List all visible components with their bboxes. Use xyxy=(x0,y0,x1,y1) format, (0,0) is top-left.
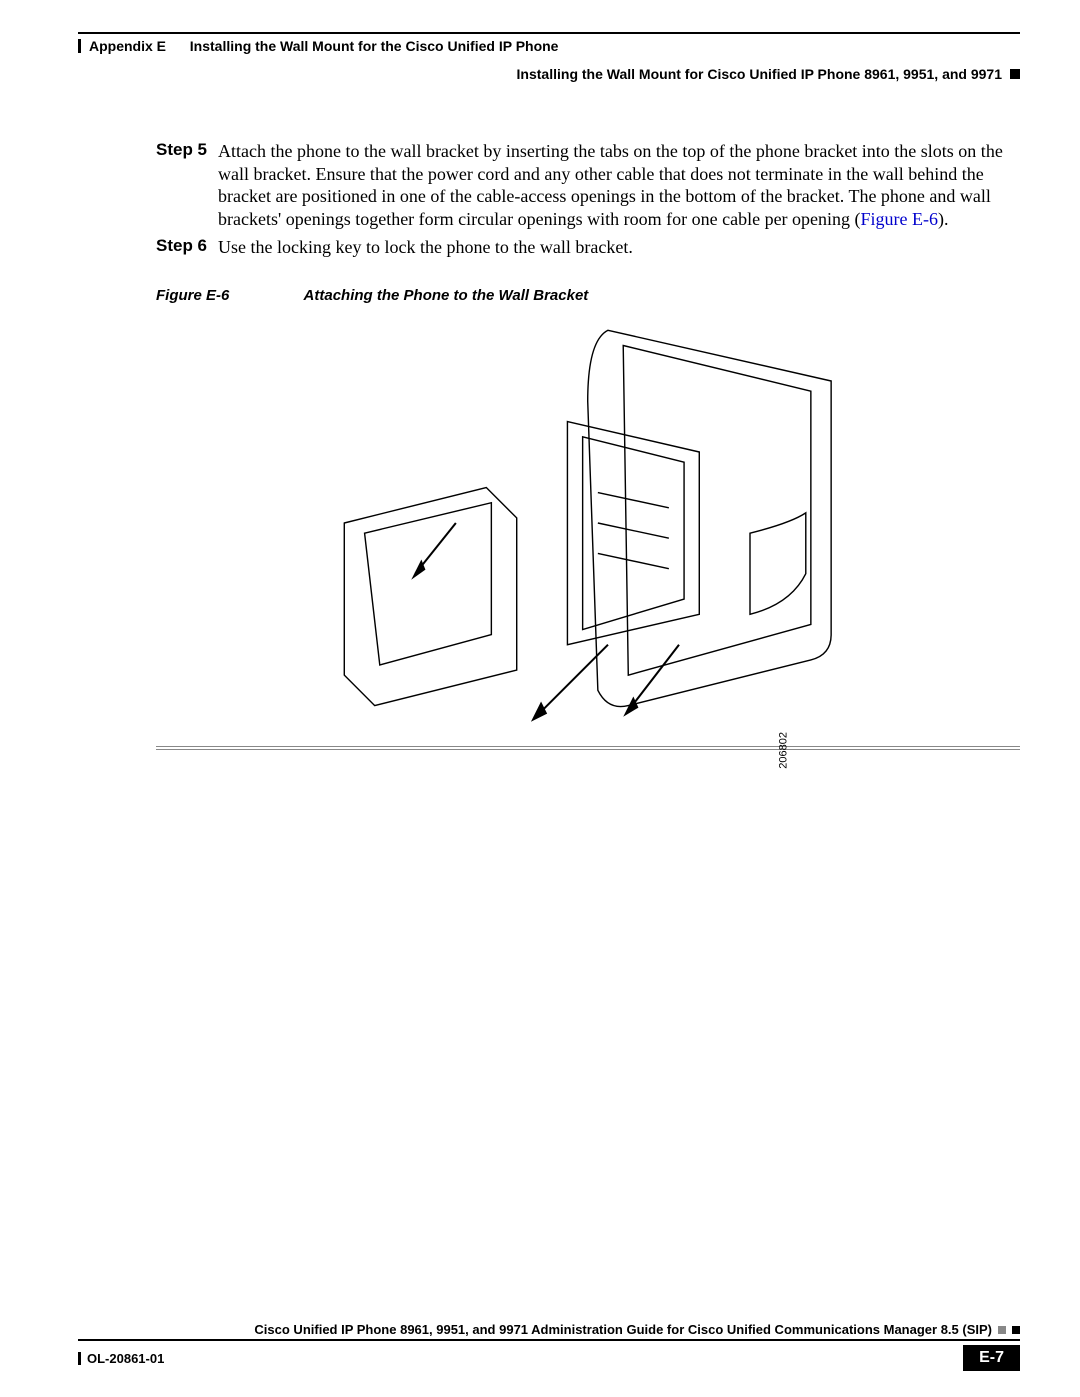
figure-caption: Figure E-6 Attaching the Phone to the Wa… xyxy=(156,287,1020,304)
appendix-title: Installing the Wall Mount for the Cisco … xyxy=(190,38,559,54)
guide-title: Cisco Unified IP Phone 8961, 9951, and 9… xyxy=(254,1322,992,1337)
step-text-pre: Use the locking key to lock the phone to… xyxy=(218,237,633,257)
figure-link[interactable]: Figure E-6 xyxy=(861,209,938,229)
square-marker-icon xyxy=(998,1326,1006,1334)
figure-area: 206802 xyxy=(156,310,1020,750)
footer-left: OL-20861-01 xyxy=(78,1351,164,1366)
step-label: Step 5 xyxy=(78,140,218,230)
page-header-rule: Appendix E Installing the Wall Mount for… xyxy=(78,32,1020,54)
square-marker-icon xyxy=(1012,1326,1020,1334)
step-text: Attach the phone to the wall bracket by … xyxy=(218,140,1020,230)
header-bar-icon xyxy=(78,39,81,53)
footer-bottom-row: OL-20861-01 E-7 xyxy=(78,1345,1020,1371)
bracket-illustration-svg xyxy=(216,310,1000,736)
step-row: Step 6 Use the locking key to lock the p… xyxy=(78,236,1020,259)
figure-number: Figure E-6 xyxy=(156,287,229,304)
technical-illustration xyxy=(216,310,1000,736)
section-title: Installing the Wall Mount for Cisco Unif… xyxy=(517,66,1002,82)
step-label: Step 6 xyxy=(78,236,218,259)
header-right: Installing the Wall Mount for Cisco Unif… xyxy=(78,66,1020,82)
page-number-badge: E-7 xyxy=(963,1345,1020,1371)
footer-guide-row: Cisco Unified IP Phone 8961, 9951, and 9… xyxy=(78,1322,1020,1341)
figure-title: Attaching the Phone to the Wall Bracket xyxy=(304,287,589,304)
document-page: Appendix E Installing the Wall Mount for… xyxy=(0,0,1080,1397)
step-text: Use the locking key to lock the phone to… xyxy=(218,236,1020,259)
footer-bar-icon xyxy=(78,1352,81,1365)
steps-block: Step 5 Attach the phone to the wall brac… xyxy=(78,140,1020,259)
step-row: Step 5 Attach the phone to the wall brac… xyxy=(78,140,1020,230)
doc-id: OL-20861-01 xyxy=(87,1351,164,1366)
appendix-label: Appendix E xyxy=(89,38,166,54)
header-left: Appendix E Installing the Wall Mount for… xyxy=(78,38,558,54)
step-text-post: ). xyxy=(938,209,949,229)
square-marker-icon xyxy=(1010,69,1020,79)
figure-id-code: 206802 xyxy=(778,732,790,769)
page-footer: Cisco Unified IP Phone 8961, 9951, and 9… xyxy=(78,1322,1020,1371)
